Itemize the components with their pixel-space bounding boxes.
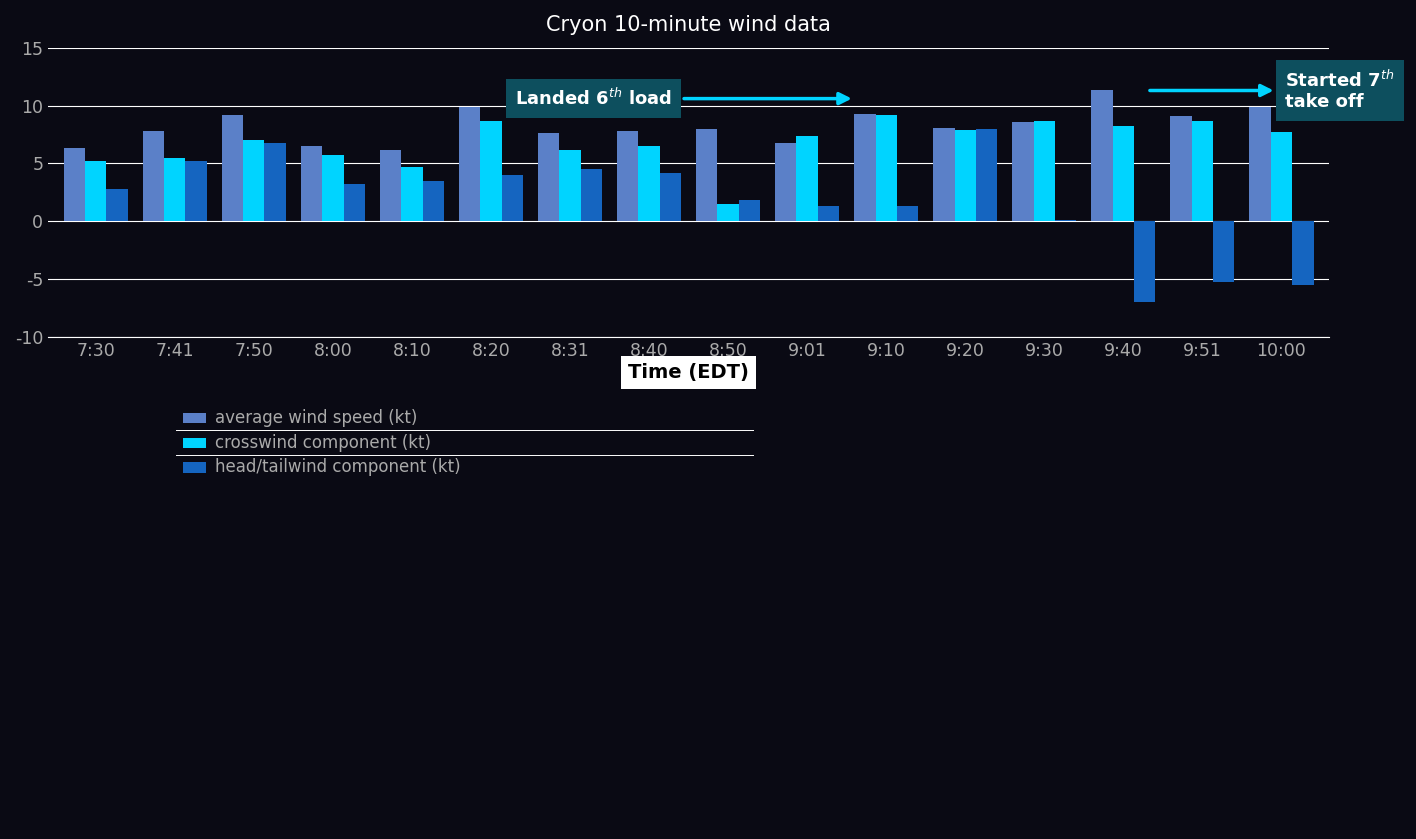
Title: Cryon 10-minute wind data: Cryon 10-minute wind data	[547, 15, 831, 35]
Bar	[896, 206, 918, 221]
Bar	[775, 143, 796, 221]
Bar	[1214, 221, 1235, 282]
Bar	[459, 107, 480, 221]
Bar	[106, 189, 127, 221]
Bar	[344, 185, 365, 221]
Bar	[854, 113, 875, 221]
Bar	[85, 161, 106, 221]
Bar	[1293, 221, 1314, 285]
Bar	[323, 155, 344, 221]
Bar	[538, 133, 559, 221]
Bar	[1012, 122, 1034, 221]
Bar	[422, 180, 443, 221]
Bar	[143, 131, 164, 221]
Bar	[1113, 127, 1134, 221]
Text: crosswind component (kt): crosswind component (kt)	[215, 434, 430, 451]
Bar	[933, 128, 954, 221]
Bar	[639, 146, 660, 221]
FancyBboxPatch shape	[183, 462, 205, 472]
Bar	[1055, 220, 1076, 221]
Bar	[796, 136, 818, 221]
Bar	[1192, 121, 1214, 221]
Bar	[164, 158, 185, 221]
Text: Landed 6$^{th}$ load: Landed 6$^{th}$ load	[515, 88, 848, 109]
Bar	[818, 206, 840, 221]
Bar	[559, 149, 581, 221]
Bar	[1249, 107, 1270, 221]
Bar	[244, 140, 265, 221]
Bar	[976, 128, 997, 221]
Bar	[501, 175, 523, 221]
Bar	[739, 201, 760, 221]
Text: average wind speed (kt): average wind speed (kt)	[215, 409, 418, 427]
Bar	[185, 161, 207, 221]
Text: head/tailwind component (kt): head/tailwind component (kt)	[215, 458, 460, 477]
Bar	[480, 121, 501, 221]
Bar	[300, 146, 323, 221]
Bar	[222, 115, 244, 221]
Bar	[1034, 121, 1055, 221]
Bar	[1171, 116, 1192, 221]
Bar	[954, 130, 976, 221]
Bar	[617, 131, 639, 221]
Bar	[265, 143, 286, 221]
Bar	[379, 149, 401, 221]
Bar	[401, 167, 422, 221]
Text: Time (EDT): Time (EDT)	[629, 363, 749, 382]
Bar	[718, 204, 739, 221]
Bar	[1270, 133, 1293, 221]
Bar	[875, 115, 896, 221]
Bar	[64, 149, 85, 221]
FancyBboxPatch shape	[183, 413, 205, 424]
Text: Started 7$^{th}$
take off: Started 7$^{th}$ take off	[1150, 70, 1395, 112]
Bar	[660, 173, 681, 221]
Bar	[1134, 221, 1155, 302]
FancyBboxPatch shape	[183, 437, 205, 448]
Bar	[697, 128, 718, 221]
Bar	[581, 169, 602, 221]
Bar	[1092, 91, 1113, 221]
